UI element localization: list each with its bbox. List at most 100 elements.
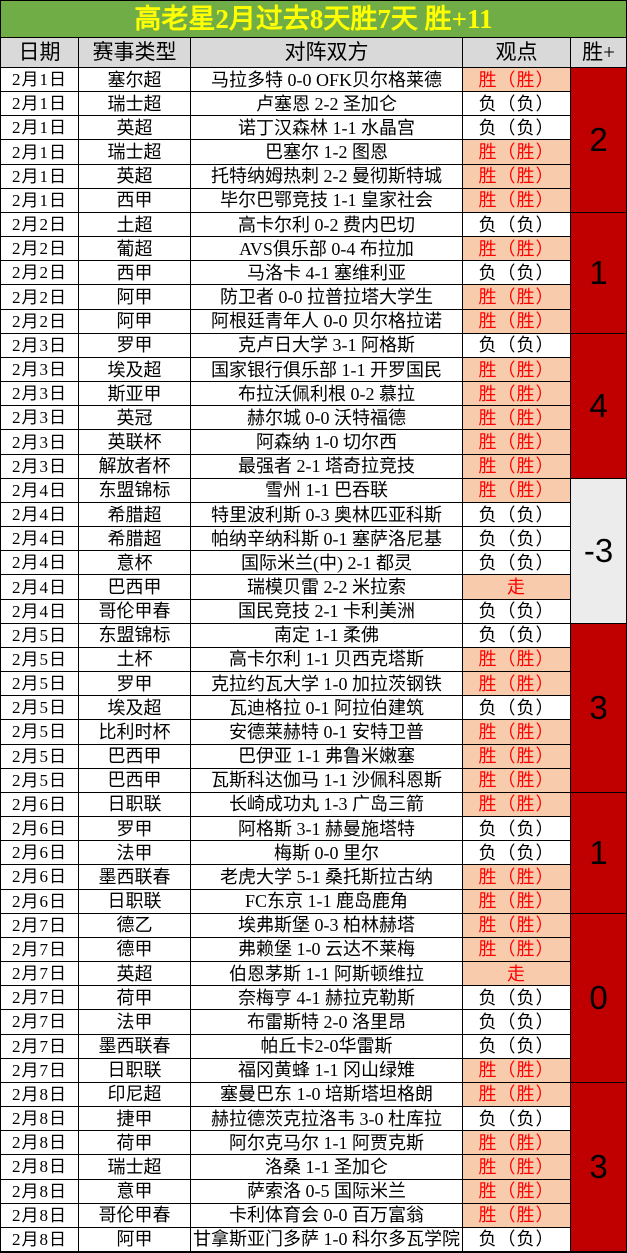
verdict-cell: 胜（胜） [463, 720, 571, 745]
verdict-cell: 胜（胜） [463, 164, 571, 189]
league-cell: 墨西联春 [79, 865, 191, 890]
date-cell: 2月4日 [1, 502, 79, 528]
verdict-cell: 负（负） [463, 92, 571, 117]
league-cell: 法甲 [79, 1010, 191, 1035]
league-cell: 西甲 [79, 261, 191, 286]
match-cell: FC东京 1-1 鹿岛鹿角 [191, 889, 463, 914]
verdict-cell: 负（负） [463, 841, 571, 866]
match-cell: 瓦迪格拉 0-1 阿拉伯建筑 [191, 696, 463, 721]
verdict-cell: 胜（胜） [463, 140, 571, 165]
date-cell: 2月8日 [1, 1155, 79, 1180]
date-cell: 2月3日 [1, 406, 79, 431]
date-cell: 2月1日 [1, 140, 79, 165]
verdict-cell: 胜（胜） [463, 430, 571, 455]
col-header-match: 对阵双方 [191, 38, 463, 68]
verdict-cell: 胜（胜） [463, 406, 571, 431]
league-cell: 日职联 [79, 1058, 191, 1083]
date-cell: 2月4日 [1, 551, 79, 576]
league-cell: 日职联 [79, 889, 191, 914]
col-header-win: 胜+ [571, 38, 626, 68]
verdict-cell: 负（负） [463, 333, 571, 358]
verdict-cell: 胜（胜） [463, 478, 571, 503]
verdict-cell: 胜（胜） [463, 1203, 571, 1228]
match-cell: 国际米兰(中) 2-1 都灵 [191, 551, 463, 576]
match-cell: 阿根廷青年人 0-0 贝尔格拉诺 [191, 309, 463, 334]
date-cell: 2月7日 [1, 1010, 79, 1035]
match-cell: 卢塞恩 2-2 圣加仑 [191, 92, 463, 117]
date-cell: 2月1日 [1, 116, 79, 141]
match-cell: 帕纳辛纳科斯 0-1 塞萨洛尼基 [191, 527, 463, 552]
match-cell: 诺丁汉森林 1-1 水晶宫 [191, 116, 463, 141]
verdict-cell: 胜（胜） [463, 1131, 571, 1156]
date-cell: 2月1日 [1, 188, 79, 213]
match-cell: 赫拉德茨克拉洛韦 3-0 杜库拉 [191, 1107, 463, 1132]
league-cell: 德乙 [79, 913, 191, 938]
date-cell: 2月1日 [1, 68, 79, 93]
match-cell: 毕尔巴鄂竞技 1-1 皇家社会 [191, 188, 463, 213]
date-cell: 2月8日 [1, 1082, 79, 1108]
verdict-cell: 胜（胜） [463, 792, 571, 818]
date-cell: 2月7日 [1, 1034, 79, 1059]
match-cell: 瑞模贝雷 2-2 米拉索 [191, 575, 463, 600]
date-cell: 2月8日 [1, 1107, 79, 1132]
verdict-cell: 胜（胜） [463, 768, 571, 793]
date-cell: 2月5日 [1, 623, 79, 648]
verdict-cell: 胜（胜） [463, 68, 571, 93]
league-cell: 解放者杯 [79, 454, 191, 479]
page-title: 高老星2月过去8天胜7天 胜+11 [1, 1, 626, 38]
date-cell: 2月1日 [1, 164, 79, 189]
score-block: -3 [571, 478, 626, 624]
match-cell: 克拉约瓦大学 1-0 加拉茨钢铁 [191, 672, 463, 697]
verdict-cell: 胜（胜） [463, 647, 571, 673]
match-cell: 南定 1-1 柔佛 [191, 623, 463, 648]
league-cell: 英超 [79, 164, 191, 189]
date-cell: 2月2日 [1, 237, 79, 262]
verdict-cell: 胜（胜） [463, 237, 571, 262]
match-cell: 长崎成功丸 1-3 广岛三箭 [191, 792, 463, 818]
league-cell: 阿甲 [79, 1227, 191, 1252]
verdict-cell: 负（负） [463, 623, 571, 648]
league-cell: 巴西甲 [79, 744, 191, 769]
date-cell: 2月6日 [1, 841, 79, 866]
match-cell: 萨索洛 0-5 国际米兰 [191, 1179, 463, 1204]
league-cell: 英超 [79, 962, 191, 987]
date-cell: 2月4日 [1, 527, 79, 552]
match-cell: 巴伊亚 1-1 弗鲁米嫩塞 [191, 744, 463, 769]
league-cell: 东盟锦标 [79, 478, 191, 503]
date-cell: 2月6日 [1, 865, 79, 890]
match-cell: 防卫者 0-0 拉普拉塔大学生 [191, 285, 463, 310]
verdict-cell: 胜（胜） [463, 889, 571, 914]
verdict-cell: 负（负） [463, 817, 571, 842]
verdict-cell: 胜（胜） [463, 1179, 571, 1204]
league-cell: 阿甲 [79, 309, 191, 334]
col-header-league: 赛事类型 [79, 38, 191, 68]
league-cell: 希腊超 [79, 527, 191, 552]
league-cell: 巴西甲 [79, 768, 191, 793]
match-cell: 布拉沃佩利根 0-2 慕拉 [191, 382, 463, 407]
score-block: 3 [571, 1082, 626, 1252]
date-cell: 2月7日 [1, 937, 79, 963]
score-block: 4 [571, 333, 626, 479]
verdict-cell: 胜（胜） [463, 744, 571, 769]
match-cell: 帕丘卡2-0华雷斯 [191, 1034, 463, 1059]
verdict-cell: 胜（胜） [463, 309, 571, 334]
date-cell: 2月6日 [1, 792, 79, 818]
verdict-cell: 负（负） [463, 696, 571, 721]
date-cell: 2月6日 [1, 889, 79, 914]
league-cell: 德甲 [79, 937, 191, 963]
score-block: 0 [571, 913, 626, 1083]
league-cell: 土杯 [79, 647, 191, 673]
match-cell: 特里波利斯 0-3 奥林匹亚科斯 [191, 502, 463, 528]
verdict-cell: 负（负） [463, 1010, 571, 1035]
match-cell: 马洛卡 4-1 塞维利亚 [191, 261, 463, 286]
league-cell: 西甲 [79, 188, 191, 213]
date-cell: 2月7日 [1, 913, 79, 938]
league-cell: 埃及超 [79, 696, 191, 721]
match-cell: 埃弗斯堡 0-3 柏林赫塔 [191, 913, 463, 938]
date-cell: 2月2日 [1, 285, 79, 310]
league-cell: 瑞士超 [79, 92, 191, 117]
league-cell: 法甲 [79, 841, 191, 866]
match-cell: 国民竞技 2-1 卡利美洲 [191, 599, 463, 624]
verdict-cell: 负（负） [463, 502, 571, 528]
verdict-cell: 胜（胜） [463, 285, 571, 310]
